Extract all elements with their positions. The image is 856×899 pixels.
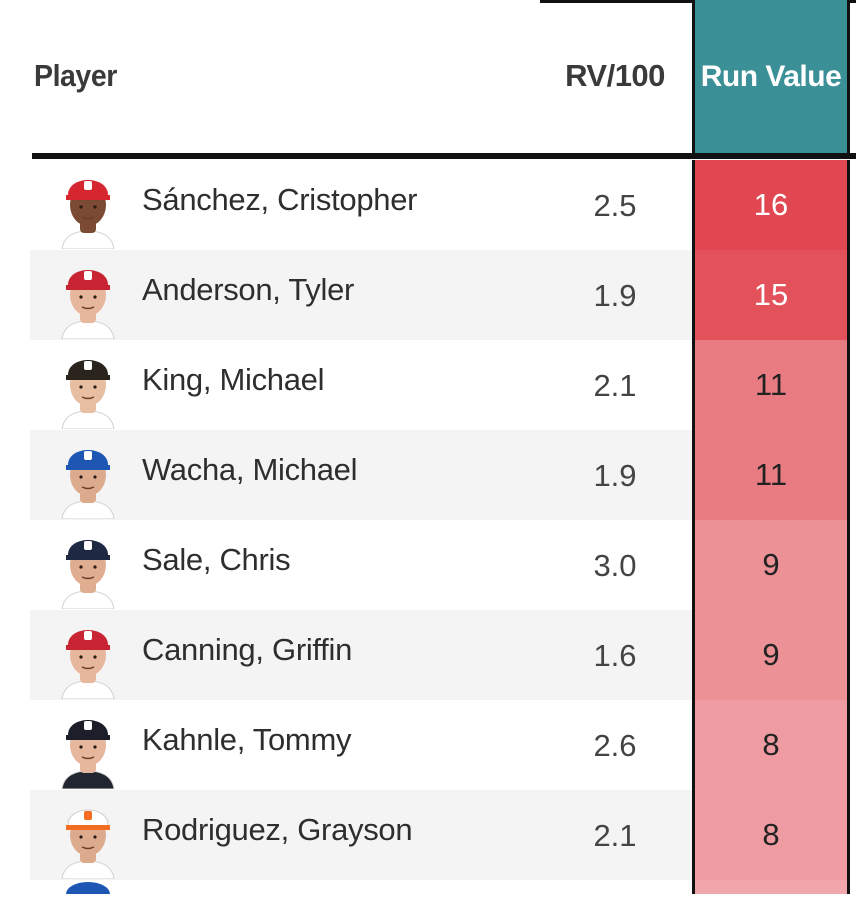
table-body: Sánchez, Cristopher 2.5 16 Anderson, Tyl…: [30, 160, 856, 880]
column-header-run-value[interactable]: Run Value: [692, 0, 850, 153]
braves-cap-icon: [58, 525, 118, 610]
row-background: [30, 250, 692, 340]
rv100-value: 1.9: [593, 458, 637, 493]
partial-row-graphic: [30, 880, 850, 899]
royals-cap-icon: [58, 435, 118, 520]
table-row[interactable]: Wacha, Michael 1.9 11: [30, 430, 856, 520]
player-name[interactable]: Sánchez, Cristopher: [142, 182, 418, 217]
orioles-cap-icon: [58, 795, 118, 880]
column-header-rv100[interactable]: RV/100: [565, 58, 665, 93]
run-value-cell: 15: [692, 250, 850, 340]
column-header-player[interactable]: Player: [34, 58, 117, 93]
row-background: [30, 520, 692, 610]
run-value-number: 11: [754, 367, 788, 402]
player-name[interactable]: King, Michael: [142, 362, 325, 397]
table-row[interactable]: Rodriguez, Grayson 2.1 8: [30, 790, 856, 880]
player-name[interactable]: Anderson, Tyler: [142, 272, 355, 307]
run-value-number: 11: [754, 457, 788, 492]
table-row[interactable]: Canning, Griffin 1.6 9: [30, 610, 856, 700]
rv100-value: 2.5: [593, 188, 637, 223]
player-name[interactable]: Sale, Chris: [142, 542, 291, 577]
run-value-cell: 8: [692, 790, 850, 880]
rv100-value: 3.0: [593, 548, 637, 583]
player-name[interactable]: Rodriguez, Grayson: [142, 812, 413, 847]
run-value-number: 8: [762, 817, 780, 852]
table-header: Player RV/100 Run Value: [0, 0, 856, 155]
run-value-number: 16: [753, 187, 789, 222]
rv100-value: 2.6: [593, 728, 637, 763]
angels-cap-icon: [58, 255, 118, 340]
rv100-value: 2.1: [593, 818, 637, 853]
run-value-number: 9: [762, 637, 780, 672]
header-divider: [32, 153, 856, 159]
angels-cap-icon: [58, 615, 118, 700]
run-value-number: 8: [762, 727, 780, 762]
phillies-cap-icon: [58, 165, 118, 250]
player-name[interactable]: Kahnle, Tommy: [142, 722, 352, 757]
run-value-number: 9: [762, 547, 780, 582]
run-value-cell: 11: [692, 340, 850, 430]
rv100-value: 1.6: [593, 638, 637, 673]
row-background: [30, 700, 692, 790]
row-background: [30, 160, 692, 250]
table-row[interactable]: Anderson, Tyler 1.9 15: [30, 250, 856, 340]
row-background: [30, 430, 692, 520]
run-value-cell: 16: [692, 160, 850, 250]
rv100-value: 1.9: [593, 278, 637, 313]
player-name[interactable]: Wacha, Michael: [142, 452, 358, 487]
table-row[interactable]: Sale, Chris 3.0 9: [30, 520, 856, 610]
row-background: [30, 340, 692, 430]
table-row[interactable]: Sánchez, Cristopher 2.5 16: [30, 160, 856, 250]
run-value-number: 15: [753, 277, 789, 312]
player-name[interactable]: Canning, Griffin: [142, 632, 353, 667]
next-row-peek: [0, 880, 856, 899]
row-background: [30, 610, 692, 700]
rv100-value: 2.1: [593, 368, 637, 403]
run-value-cell: 8: [692, 700, 850, 790]
padres-cap-icon: [58, 345, 118, 430]
run-value-cell: 11: [692, 430, 850, 520]
run-value-cell: 9: [692, 520, 850, 610]
table-row[interactable]: King, Michael 2.1 11: [30, 340, 856, 430]
table-row[interactable]: Kahnle, Tommy 2.6 8: [30, 700, 856, 790]
yankees-cap-icon: [58, 705, 118, 790]
run-value-cell: 9: [692, 610, 850, 700]
row-background: [30, 790, 692, 880]
